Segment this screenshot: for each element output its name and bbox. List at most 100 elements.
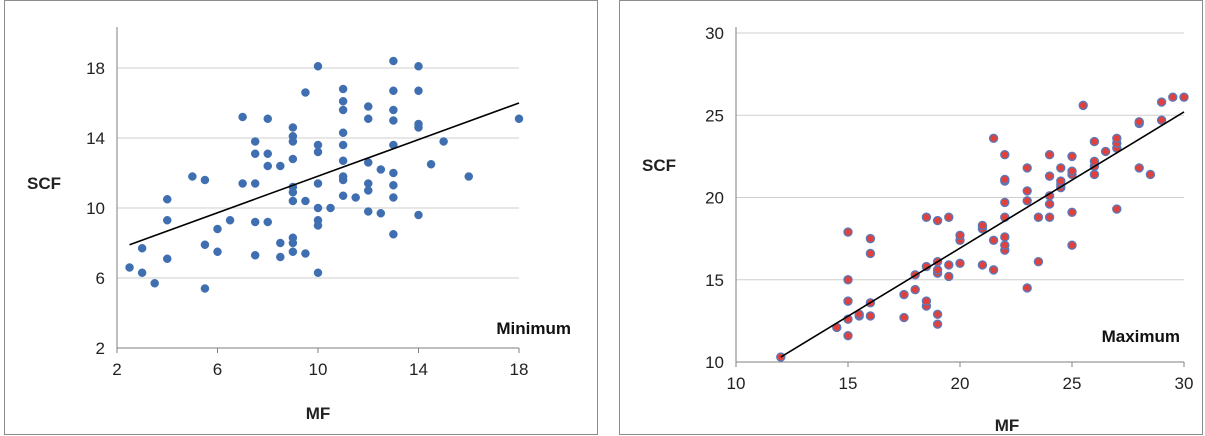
data-point xyxy=(956,259,964,267)
data-point xyxy=(264,150,272,158)
x-tick-label: 20 xyxy=(951,374,970,393)
data-point xyxy=(844,276,852,284)
data-point xyxy=(990,236,998,244)
data-point xyxy=(138,244,146,252)
data-point xyxy=(276,239,284,247)
data-point xyxy=(301,89,309,97)
data-point xyxy=(1090,138,1098,146)
data-point xyxy=(289,155,297,163)
x-tick-label: 15 xyxy=(839,374,858,393)
y-tick-label: 25 xyxy=(705,106,724,125)
data-point xyxy=(389,87,397,95)
x-tick-label: 10 xyxy=(727,374,746,393)
data-point xyxy=(276,162,284,170)
data-point xyxy=(314,269,322,277)
chart-maximum: 10 15 20 25 30 10 15 20 25 30 MF SCF Maximum xyxy=(620,1,1204,436)
y-tick-label: 14 xyxy=(86,129,105,148)
data-point xyxy=(866,235,874,243)
data-point xyxy=(1068,167,1076,175)
data-point xyxy=(301,197,309,205)
data-point xyxy=(339,97,347,105)
data-point xyxy=(201,241,209,249)
data-point xyxy=(339,141,347,149)
y-tick-label: 6 xyxy=(96,269,105,288)
data-point xyxy=(934,320,942,328)
data-point xyxy=(1135,118,1143,126)
data-point xyxy=(314,148,322,156)
data-point xyxy=(389,117,397,125)
data-point xyxy=(251,251,259,259)
data-point xyxy=(1068,241,1076,249)
data-point xyxy=(415,87,423,95)
data-point xyxy=(251,150,259,158)
data-point xyxy=(1169,93,1177,101)
data-point xyxy=(389,106,397,114)
data-point xyxy=(151,279,159,287)
data-point xyxy=(314,62,322,70)
data-point xyxy=(289,197,297,205)
data-point xyxy=(415,124,423,132)
data-point xyxy=(1146,170,1154,178)
data-point xyxy=(389,57,397,65)
y-axis-title: SCF xyxy=(642,156,676,175)
data-point xyxy=(934,217,942,225)
data-point xyxy=(1023,164,1031,172)
data-point xyxy=(264,115,272,123)
x-tick-label: 30 xyxy=(1175,374,1194,393)
data-point xyxy=(339,85,347,93)
data-point xyxy=(1023,187,1031,195)
chart-label: Minimum xyxy=(496,319,571,338)
data-point xyxy=(866,249,874,257)
data-point xyxy=(264,162,272,170)
data-point xyxy=(1034,213,1042,221)
data-point xyxy=(1001,175,1009,183)
data-point xyxy=(922,213,930,221)
data-point xyxy=(440,138,448,146)
data-point xyxy=(1135,164,1143,172)
data-point xyxy=(1001,198,1009,206)
data-point xyxy=(239,180,247,188)
data-point xyxy=(1068,152,1076,160)
chart-maximum-panel: 10 15 20 25 30 10 15 20 25 30 MF SCF Maximum xyxy=(619,0,1203,435)
data-point xyxy=(900,291,908,299)
data-point xyxy=(201,285,209,293)
data-point xyxy=(163,255,171,263)
axes xyxy=(117,27,519,353)
data-point xyxy=(1113,205,1121,213)
x-tick-label: 18 xyxy=(510,360,529,379)
data-point xyxy=(1079,101,1087,109)
data-point xyxy=(1023,197,1031,205)
data-point xyxy=(276,253,284,261)
data-points xyxy=(777,93,1188,361)
data-point xyxy=(389,230,397,238)
data-point xyxy=(465,173,473,181)
data-point xyxy=(163,216,171,224)
data-point xyxy=(289,248,297,256)
data-point xyxy=(1046,151,1054,159)
x-tick-label: 6 xyxy=(213,360,222,379)
data-point xyxy=(289,188,297,196)
y-tick-label: 10 xyxy=(86,199,105,218)
data-point xyxy=(251,180,259,188)
data-point xyxy=(251,138,259,146)
data-point xyxy=(214,225,222,233)
data-point xyxy=(844,297,852,305)
data-point xyxy=(352,194,360,202)
data-point xyxy=(264,218,272,226)
data-point xyxy=(188,173,196,181)
data-point xyxy=(427,160,435,168)
data-point xyxy=(978,221,986,229)
data-point xyxy=(1158,98,1166,106)
data-point xyxy=(126,264,134,272)
data-point xyxy=(415,62,423,70)
data-point xyxy=(1001,241,1009,249)
chart-minimum-panel: 2 6 10 14 18 2 6 10 14 18 MF SCF Minimum xyxy=(4,0,598,435)
trendline xyxy=(781,112,1184,357)
x-axis-title: MF xyxy=(995,416,1020,435)
data-point xyxy=(911,286,919,294)
trendline xyxy=(130,103,519,245)
data-point xyxy=(978,261,986,269)
y-tick-label: 15 xyxy=(705,271,724,290)
data-point xyxy=(934,310,942,318)
x-tick-label: 2 xyxy=(112,360,121,379)
